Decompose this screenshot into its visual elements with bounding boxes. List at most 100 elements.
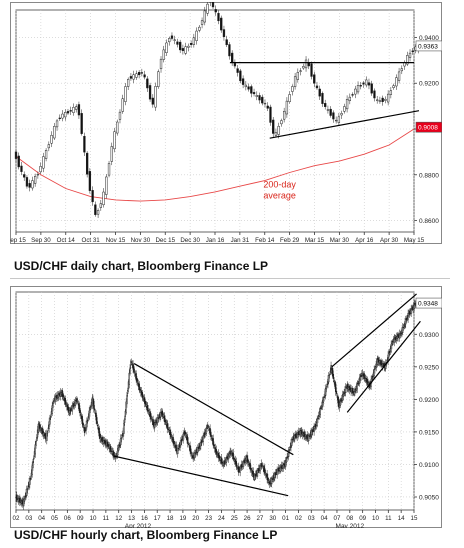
candle-up bbox=[389, 90, 393, 95]
candle-down bbox=[167, 423, 169, 430]
candle-up bbox=[183, 433, 185, 437]
x-tick-label: 25 bbox=[231, 515, 238, 522]
x-tick-label: Nov 15 bbox=[106, 237, 126, 244]
candle-up bbox=[205, 427, 207, 434]
candle-up bbox=[216, 452, 218, 455]
candle-up bbox=[117, 447, 120, 451]
candle-down bbox=[79, 408, 81, 414]
candle-down bbox=[247, 458, 249, 463]
candle-up bbox=[37, 423, 39, 434]
candle-down bbox=[220, 17, 223, 31]
candle-up bbox=[203, 10, 206, 23]
candle-up bbox=[36, 429, 39, 438]
candle-up bbox=[34, 444, 36, 455]
x-tick-label: Oct 14 bbox=[57, 237, 76, 244]
candle-up bbox=[391, 343, 393, 346]
candle-down bbox=[147, 404, 149, 412]
candle-down bbox=[264, 468, 266, 474]
candle-up bbox=[388, 353, 390, 358]
candle-down bbox=[215, 449, 217, 455]
candle-up bbox=[285, 458, 288, 463]
candle-down bbox=[321, 93, 324, 104]
candle-up bbox=[165, 42, 168, 53]
candle-down bbox=[83, 135, 86, 153]
x-tick-label: Oct 31 bbox=[82, 237, 101, 244]
candle-up bbox=[367, 382, 369, 385]
candle-down bbox=[181, 48, 185, 51]
candle-down bbox=[231, 52, 234, 63]
candle-down bbox=[360, 374, 362, 378]
candle-down bbox=[77, 104, 81, 116]
candle-down bbox=[135, 373, 137, 381]
candle-up bbox=[283, 110, 286, 120]
x-tick-label: 14 bbox=[398, 515, 405, 522]
candle-up bbox=[96, 210, 100, 215]
x-tick-label: Feb 14 bbox=[255, 237, 275, 244]
candle-down bbox=[213, 443, 215, 447]
candle-down bbox=[206, 427, 208, 429]
candle-up bbox=[132, 74, 135, 80]
candle-up bbox=[39, 166, 42, 173]
y-tick-label: 0.9150 bbox=[419, 429, 439, 436]
candle-up bbox=[128, 372, 130, 385]
candle-up bbox=[162, 49, 165, 60]
candle-down bbox=[86, 419, 89, 421]
candle-down bbox=[170, 431, 172, 438]
candle-down bbox=[261, 96, 264, 104]
price-tag-label: 0.9363 bbox=[418, 43, 438, 50]
candle-up bbox=[124, 86, 127, 102]
candle-up bbox=[51, 405, 53, 414]
candle-down bbox=[380, 360, 382, 366]
y-tick-label: 0.8600 bbox=[419, 218, 439, 225]
candle-up bbox=[255, 95, 258, 97]
candle-down bbox=[271, 478, 274, 480]
candle-down bbox=[331, 367, 334, 377]
candle-down bbox=[69, 110, 72, 112]
candle-down bbox=[411, 308, 413, 311]
x-tick-label: 18 bbox=[167, 515, 174, 522]
candle-down bbox=[82, 422, 84, 426]
candle-down bbox=[337, 396, 339, 404]
candle-down bbox=[44, 432, 46, 439]
candle-down bbox=[118, 444, 120, 447]
candle-up bbox=[206, 3, 209, 14]
candle-up bbox=[145, 404, 147, 407]
y-tick-label: 0.9100 bbox=[419, 462, 439, 469]
candle-up bbox=[50, 134, 53, 144]
candle-down bbox=[148, 85, 152, 100]
hourly-chart-caption: USD/CHF hourly chart, Bloomberg Finance … bbox=[14, 528, 278, 542]
candle-down bbox=[226, 457, 228, 460]
candle-up bbox=[29, 478, 31, 485]
candle-up bbox=[413, 304, 415, 309]
candle-up bbox=[99, 203, 102, 208]
candle-down bbox=[78, 403, 80, 411]
candle-down bbox=[239, 70, 242, 82]
candle-down bbox=[218, 455, 221, 459]
candle-up bbox=[285, 100, 289, 115]
trendline bbox=[133, 363, 294, 456]
candle-up bbox=[190, 453, 193, 456]
candle-down bbox=[320, 407, 322, 409]
price-tag bbox=[415, 40, 442, 52]
candle-up bbox=[202, 435, 204, 442]
candle-down bbox=[110, 446, 112, 452]
candle-up bbox=[291, 439, 293, 446]
candle-down bbox=[217, 13, 220, 22]
candle-down bbox=[164, 415, 166, 422]
candle-up bbox=[194, 452, 197, 455]
candle-up bbox=[405, 319, 407, 325]
month-label: May 2012 bbox=[336, 523, 365, 528]
candle-down bbox=[232, 452, 234, 460]
x-tick-label: 23 bbox=[205, 515, 212, 522]
y-tick-label: 0.9050 bbox=[419, 494, 439, 501]
candle-up bbox=[80, 413, 82, 416]
y-tick-label: 0.9200 bbox=[419, 81, 439, 88]
x-tick-label: 16 bbox=[141, 515, 148, 522]
candle-up bbox=[263, 102, 267, 105]
candle-up bbox=[308, 435, 310, 442]
candle-down bbox=[250, 467, 252, 470]
candle-up bbox=[154, 86, 157, 108]
candle-up bbox=[328, 374, 331, 376]
candle-down bbox=[402, 326, 405, 329]
trendline bbox=[113, 455, 289, 497]
